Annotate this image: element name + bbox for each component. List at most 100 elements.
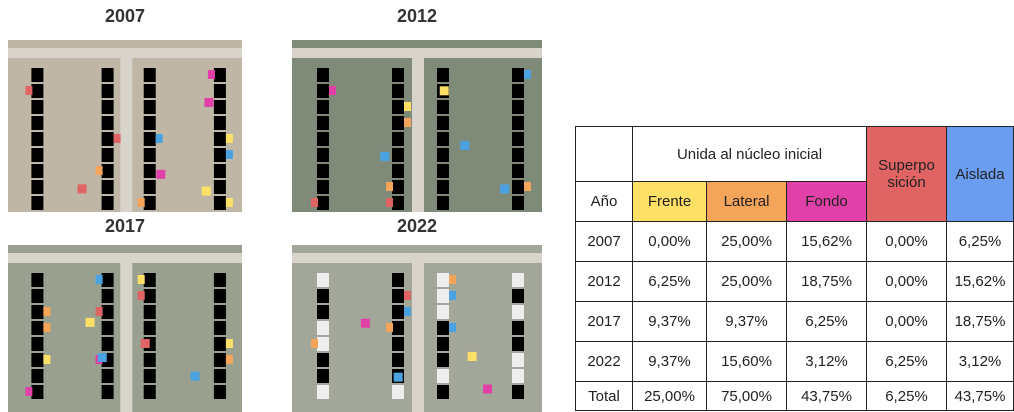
extension xyxy=(25,86,32,95)
table-cell: 2022 xyxy=(576,342,633,382)
extension xyxy=(138,291,145,300)
table-cell: 9,37% xyxy=(633,342,707,382)
house xyxy=(512,148,524,162)
road xyxy=(8,253,242,263)
house xyxy=(214,148,226,162)
house xyxy=(31,100,43,114)
road xyxy=(8,48,242,58)
extension xyxy=(524,182,531,191)
house xyxy=(317,321,329,335)
house xyxy=(392,180,404,194)
road xyxy=(292,253,542,263)
extension xyxy=(468,352,477,361)
extension xyxy=(386,182,393,191)
table-cell: 6,25% xyxy=(633,262,707,302)
table-cell: 9,37% xyxy=(633,302,707,342)
house xyxy=(512,164,524,178)
table-cell: 0,00% xyxy=(867,302,947,342)
extension xyxy=(226,198,233,207)
house xyxy=(392,132,404,146)
extension xyxy=(386,198,393,207)
house xyxy=(437,305,449,319)
house xyxy=(214,353,226,367)
column-header: Aislada xyxy=(947,127,1014,222)
table-cell: 15,60% xyxy=(707,342,787,382)
extension xyxy=(208,70,215,79)
table-cell: 18,75% xyxy=(947,302,1014,342)
extension xyxy=(226,134,233,143)
road xyxy=(412,263,424,412)
house xyxy=(31,164,43,178)
house xyxy=(437,164,449,178)
house xyxy=(392,164,404,178)
extension xyxy=(449,275,456,284)
house xyxy=(214,273,226,287)
house xyxy=(392,273,404,287)
house xyxy=(437,289,449,303)
road xyxy=(412,58,424,212)
extension xyxy=(226,355,233,364)
extension xyxy=(329,86,336,95)
house xyxy=(31,148,43,162)
panel-year: 2022 xyxy=(357,216,477,237)
page: 2007 2012 2017 2022 Unida al núcleo inic… xyxy=(0,0,1014,412)
house xyxy=(437,68,449,82)
house xyxy=(317,164,329,178)
house xyxy=(512,273,524,287)
house xyxy=(437,369,449,383)
extension xyxy=(311,198,318,207)
house xyxy=(214,84,226,98)
house xyxy=(437,321,449,335)
house xyxy=(31,132,43,146)
extension xyxy=(449,291,456,300)
house xyxy=(144,289,156,303)
extension xyxy=(96,275,103,284)
house xyxy=(437,148,449,162)
house xyxy=(31,196,43,210)
house xyxy=(512,100,524,114)
table-cell: 43,75% xyxy=(787,382,867,411)
house xyxy=(144,369,156,383)
road xyxy=(292,48,542,58)
extension xyxy=(204,98,213,107)
house xyxy=(392,337,404,351)
aerial-image xyxy=(292,40,542,212)
extension xyxy=(404,291,411,300)
house xyxy=(392,305,404,319)
house xyxy=(31,180,43,194)
extension xyxy=(138,198,145,207)
house xyxy=(102,321,114,335)
empty-cell xyxy=(576,127,633,182)
table-cell: 0,00% xyxy=(867,222,947,262)
extension xyxy=(202,187,211,196)
house xyxy=(214,321,226,335)
house xyxy=(392,148,404,162)
house xyxy=(317,337,329,351)
extension xyxy=(114,134,121,143)
house xyxy=(144,353,156,367)
house xyxy=(437,353,449,367)
house xyxy=(144,321,156,335)
house xyxy=(31,353,43,367)
house xyxy=(317,273,329,287)
extension xyxy=(43,307,50,316)
house xyxy=(437,100,449,114)
extension xyxy=(380,152,389,161)
house xyxy=(214,68,226,82)
table-cell: 2007 xyxy=(576,222,633,262)
column-header: Fondo xyxy=(787,182,867,222)
aerial-image xyxy=(8,245,242,412)
house xyxy=(437,132,449,146)
house xyxy=(102,273,114,287)
extension xyxy=(86,318,95,327)
house xyxy=(214,132,226,146)
house xyxy=(144,116,156,130)
road xyxy=(120,58,132,212)
house xyxy=(512,132,524,146)
house xyxy=(102,100,114,114)
house xyxy=(214,305,226,319)
